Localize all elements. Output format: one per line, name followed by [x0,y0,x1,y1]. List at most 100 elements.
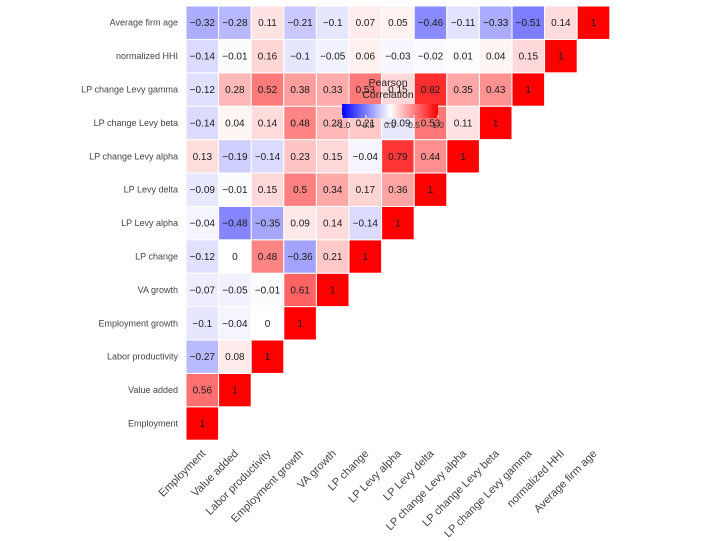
cell-value-label: 0.15 [388,85,408,96]
cell-value-label: 1 [232,386,238,397]
heatmap-cell [348,205,383,241]
cell-value-label: −0.14 [190,52,216,63]
legend-title-line-1: Pearson [368,77,407,89]
heatmap-cell [315,239,350,274]
cell-value-label: −0.04 [353,152,379,163]
cell-value-label: −0.14 [190,118,216,129]
cell-value-label: −0.19 [222,152,248,163]
heatmap-cell [544,38,578,74]
cell-value-label: −0.01 [255,285,281,296]
cell-value-label: 0.09 [290,219,310,230]
cell-value-label: 1 [493,118,499,129]
legend-title-line-2: Correlation [362,89,414,101]
legend-tick-label: 0.5 [408,120,420,130]
cell-value-label: −0.1 [192,319,212,330]
heatmap-cell [250,272,285,308]
cell-value-label: 1 [395,219,401,230]
y-label-normalized-hhi: normalized HHI [116,51,178,61]
cell-value-label: 0 [232,252,238,263]
heatmap-cell [478,72,513,107]
heatmap-cell [413,5,448,40]
heatmap-cell [185,72,220,107]
cell-value-label: 0.82 [421,85,441,96]
heatmap-cell [381,172,415,207]
cell-value-label: 0.01 [453,52,473,63]
heatmap-cell [185,239,220,274]
heatmap-cell [544,5,578,40]
cell-value-label: −0.01 [222,185,248,196]
cell-value-label: −0.33 [483,18,509,29]
cell-value-label: −0.1 [290,52,310,63]
cell-value-label: 0.14 [323,219,343,230]
cell-value-label: 0.21 [356,118,376,129]
cell-value-label: −0.14 [255,152,281,163]
y-label-employment-growth: Employment growth [98,318,178,328]
cell-value-label: 0.38 [290,85,310,96]
y-label-lp-change-levy-alpha: LP change Levy alpha [89,151,178,161]
cell-value-label: 0.53 [421,118,441,129]
heatmap-cell [218,272,252,308]
y-label-value-added: Value added [128,385,178,395]
heatmap-cell [446,5,480,40]
heatmap-cell [478,105,513,141]
cell-value-label: 0.07 [356,18,376,29]
legend-tick-label: −0.5 [358,120,375,130]
heatmap-cell [218,339,252,374]
cell-value-label: −0.09 [190,185,216,196]
heatmap-cell [283,239,317,274]
cell-value-label: 0.53 [356,85,376,96]
heatmap-cell [250,339,285,374]
heatmap-cells: 1 0.56 1 −0.27 0.08 1 −0.1 −0.04 0 1 −0.07 −0.05 −0.… [185,5,611,441]
heatmap-cell [218,239,252,274]
heatmap-cell [478,5,513,40]
cell-value-label: −0.46 [418,18,444,29]
legend-tick-label: 1.0 [432,120,444,130]
legend-colorbar [342,104,438,118]
cell-value-label: 0.23 [290,152,310,163]
heatmap-cell [185,172,220,207]
cell-value-label: 0.11 [454,118,473,129]
x-label-average-firm-age: Average firm age [532,448,600,516]
y-label-average-firm-age: Average firm age [110,18,178,28]
cell-value-label: −0.01 [222,52,248,63]
legend-tick-label: 0.0 [384,120,396,130]
heatmap-cell [348,172,383,207]
legend-ticks: −1.0 −0.5 0.0 0.5 1.0 [334,115,444,130]
heatmap-cell [185,38,220,74]
y-label-va-growth: VA growth [138,285,178,295]
cell-value-label: −0.07 [190,285,216,296]
heatmap-cell [348,139,383,174]
cell-value-label: −0.04 [222,319,248,330]
cell-value-label: 0.36 [388,185,408,196]
y-label-employment: Employment [128,419,179,429]
heatmap-cell [446,105,480,141]
heatmap-cell [218,5,252,40]
cell-value-label: 0.48 [290,118,310,129]
cell-value-label: 1 [591,18,597,29]
heatmap-cell [283,105,317,141]
heatmap-cell [283,306,317,341]
heatmap-cell [250,306,285,341]
cell-value-label: 1 [526,85,532,96]
cell-value-label: 0.04 [225,118,245,129]
cell-value-label: −0.02 [418,52,444,63]
y-label-lp-levy-delta: LP Levy delta [124,185,178,195]
cell-value-label: 1 [200,419,206,430]
cell-value-label: 0.06 [356,52,376,63]
cell-value-label: −0.09 [385,118,411,129]
cell-value-label: 0.16 [258,52,278,63]
y-label-lp-change-levy-gamma: LP change Levy gamma [81,85,178,95]
cell-value-label: 0.14 [258,118,278,129]
cell-value-label: 0.28 [323,118,343,129]
cell-value-label: −0.03 [385,52,411,63]
cell-value-label: 0.48 [258,252,278,263]
cell-value-label: 0.17 [356,185,376,196]
cell-value-label: −0.51 [516,18,542,29]
cell-value-label: 0.34 [323,185,343,196]
cell-value-label: 1 [460,152,466,163]
cell-value-label: 0.11 [258,18,277,29]
cell-value-label: −0.48 [222,219,248,230]
legend: Pearson Correlation −1.0 −0.5 0.0 0.5 1.0 [334,77,445,130]
